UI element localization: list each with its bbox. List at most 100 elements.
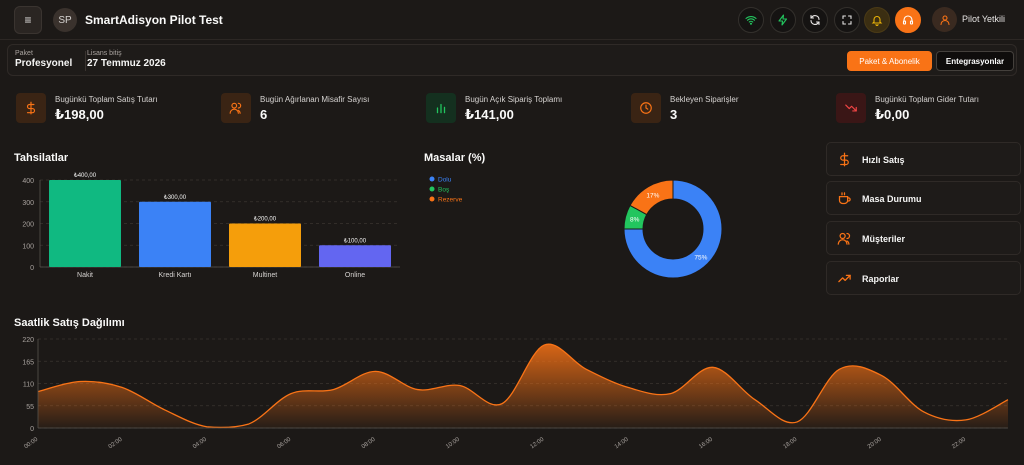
legend-label: Dolu <box>438 177 452 184</box>
tahsilatlar-bar-chart: 0 100 200 300 400 ₺400,00 Nakit ₺300,00 Kredi Ka… <box>22 173 400 279</box>
stat-value: 6 <box>260 107 268 122</box>
stat-value: ₺198,00 <box>55 107 104 122</box>
integrations-button[interactable]: Entegrasyonlar <box>936 51 1014 71</box>
legend-label: Rezerve <box>438 197 463 204</box>
slice-value-label: 75% <box>694 254 707 261</box>
package-subscription-button[interactable]: Paket & Abonelik <box>847 51 932 71</box>
hourly-title: Saatlik Satış Dağılımı <box>14 317 125 329</box>
x-tick-label: 04:00 <box>192 436 208 450</box>
license-info: Lisans bitiş 27 Temmuz 2026 <box>87 50 166 69</box>
quick-action-label: Hızlı Satış <box>862 155 905 165</box>
donut-slice <box>623 179 723 279</box>
y-tick-label: 0 <box>30 265 34 272</box>
bar-value-label: ₺200,00 <box>254 217 277 223</box>
user-icon[interactable] <box>932 7 957 32</box>
coffee-icon <box>838 192 851 205</box>
legend-swatch <box>429 186 435 192</box>
x-tick-label: 14:00 <box>614 436 630 450</box>
quick-sale-button[interactable]: Hızlı Satış <box>826 142 1021 176</box>
app-title: SmartAdisyon Pilot Test <box>85 13 223 27</box>
y-tick-label: 0 <box>30 426 34 433</box>
x-tick-label: Nakit <box>77 272 93 279</box>
dollar-icon <box>16 93 46 123</box>
y-tick-label: 100 <box>22 243 34 250</box>
x-tick-label: Multinet <box>253 272 278 279</box>
y-tick-label: 220 <box>22 337 34 344</box>
users-icon <box>837 232 851 245</box>
stat-label: Bugün Ağırlanan Misafir Sayısı <box>260 95 370 104</box>
area-fill <box>38 344 1008 428</box>
headset-icon[interactable] <box>895 7 921 33</box>
customers-button[interactable]: Müşteriler <box>826 221 1021 255</box>
table-status-button[interactable]: Masa Durumu <box>826 181 1021 215</box>
x-tick-label: 08:00 <box>361 436 377 450</box>
hourly-area-chart: 0 55 110 165 220 00:00 02:00 04:00 06:00 08:00 10:… <box>22 337 1009 450</box>
trending-up-icon <box>838 274 851 283</box>
fullscreen-icon[interactable] <box>834 7 860 33</box>
stat-value: ₺0,00 <box>875 107 910 122</box>
bar-chart-icon <box>426 93 456 123</box>
bar <box>49 180 121 267</box>
brand-avatar: SP <box>53 8 77 32</box>
license-value: 27 Temmuz 2026 <box>87 58 166 69</box>
y-tick-label: 300 <box>22 200 34 207</box>
bar <box>229 223 301 267</box>
bar-value-label: ₺400,00 <box>74 173 97 179</box>
x-tick-label: 12:00 <box>529 436 545 450</box>
x-tick-label: 16:00 <box>698 436 714 450</box>
trending-down-icon <box>836 93 866 123</box>
x-tick-label: 10:00 <box>445 436 461 450</box>
y-tick-label: 400 <box>22 178 34 185</box>
stat-label: Bugün Açık Sipariş Toplamı <box>465 95 563 104</box>
slice-value-label: 17% <box>646 193 659 200</box>
tahsilatlar-title: Tahsilatlar <box>14 152 69 164</box>
donut-slice <box>629 179 674 216</box>
stat-label: Bekleyen Siparişler <box>670 95 739 104</box>
x-tick-label: 20:00 <box>867 436 883 450</box>
quick-action-label: Raporlar <box>862 274 900 284</box>
area-line <box>37 343 1009 429</box>
reports-button[interactable]: Raporlar <box>826 261 1021 295</box>
package-info: Paket Profesyonel <box>15 50 72 69</box>
stat-value: ₺141,00 <box>465 107 514 122</box>
legend-label: Boş <box>438 187 450 194</box>
license-bar: Paket Profesyonel Lisans bitiş 27 Temmuz… <box>7 44 1017 76</box>
stat-value: 3 <box>670 107 678 122</box>
quick-action-label: Masa Durumu <box>862 194 922 204</box>
menu-icon[interactable]: ≡ <box>14 6 42 34</box>
y-tick-label: 165 <box>22 359 34 366</box>
top-bar: ≡ SP SmartAdisyon Pilot Test Pilot Yetki… <box>0 0 1024 40</box>
x-tick-label: 00:00 <box>23 436 39 450</box>
masalar-donut-chart: Dolu Boş Rezerve 75% 8% 17% <box>429 176 723 279</box>
x-tick-label: 02:00 <box>108 436 124 450</box>
bar <box>319 245 391 267</box>
y-tick-label: 110 <box>23 382 34 389</box>
masalar-title: Masalar (%) <box>424 152 486 164</box>
stat-label: Bugünkü Toplam Gider Tutarı <box>875 95 979 104</box>
bell-icon[interactable] <box>864 7 890 33</box>
bar <box>139 201 211 267</box>
x-tick-label: Kredi Kartı <box>158 272 191 279</box>
wifi-icon[interactable] <box>738 7 764 33</box>
package-value: Profesyonel <box>15 58 73 69</box>
x-tick-label: 22:00 <box>951 436 967 450</box>
x-tick-label: 18:00 <box>783 436 799 450</box>
clock-icon <box>631 93 661 123</box>
x-tick-label: 06:00 <box>276 436 292 450</box>
package-caption: Paket <box>15 50 33 57</box>
slice-value-label: 8% <box>630 217 640 224</box>
y-tick-label: 200 <box>22 222 34 229</box>
stat-label: Bugünkü Toplam Satış Tutarı <box>55 95 158 104</box>
bar-value-label: ₺100,00 <box>344 238 367 244</box>
quick-action-label: Müşteriler <box>862 234 906 244</box>
users-icon <box>221 93 251 123</box>
bar-value-label: ₺300,00 <box>164 195 187 201</box>
y-tick-label: 55 <box>26 404 34 411</box>
license-caption: Lisans bitiş <box>87 50 122 57</box>
x-tick-label: Online <box>345 272 365 279</box>
user-name[interactable]: Pilot Yetkili <box>962 14 1006 24</box>
bolt-icon[interactable] <box>770 7 796 33</box>
refresh-icon[interactable] <box>802 7 828 33</box>
dollar-icon <box>840 152 849 167</box>
legend-swatch <box>429 176 435 182</box>
